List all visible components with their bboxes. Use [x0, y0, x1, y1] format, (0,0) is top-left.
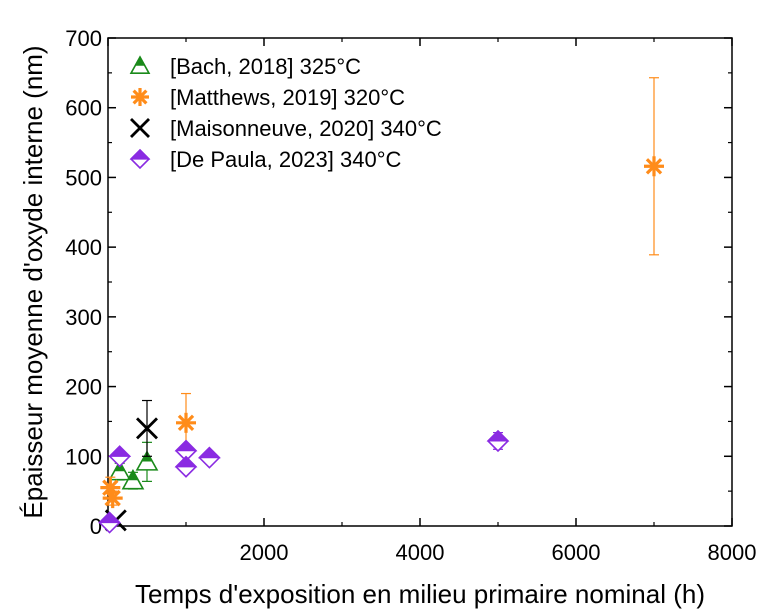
x-tick-label: 2000: [240, 540, 289, 565]
legend-marker: [129, 148, 151, 170]
x-axis-title: Temps d'exposition en milieu primaire no…: [135, 579, 705, 609]
legend-marker: [131, 88, 149, 106]
x-tick-label: 6000: [552, 540, 601, 565]
legend: [Bach, 2018] 325°C [Matthews, 2019] 320°C…: [129, 54, 442, 172]
data-point: [174, 455, 198, 478]
y-tick-label: 100: [65, 444, 102, 469]
series-3: [98, 429, 510, 534]
data-point: [486, 429, 510, 453]
data-point: [136, 417, 158, 440]
legend-item: [Matthews, 2019] 320°C: [131, 85, 405, 110]
series-1: [100, 77, 664, 509]
plot-frame: [107, 37, 733, 527]
data-point: [176, 412, 196, 433]
y-tick-label: 500: [65, 165, 102, 190]
y-axis-title: Épaisseur moyenne d'oxyde interne (nm): [18, 45, 48, 518]
data-point: [108, 445, 132, 468]
y-tick-label: 0: [90, 514, 102, 539]
x-tick-label: 8000: [708, 540, 757, 565]
legend-item: [De Paula, 2023] 340°C: [129, 147, 402, 172]
legend-item: [Bach, 2018] 325°C: [129, 54, 361, 79]
data-point: [121, 469, 145, 490]
y-tick-label: 700: [65, 26, 102, 51]
data-marks: [98, 77, 664, 534]
legend-item: [Maisonneuve, 2020] 340°C: [130, 116, 442, 141]
data-point: [108, 459, 132, 481]
y-tick-label: 200: [65, 375, 102, 400]
legend-marker: [130, 118, 150, 138]
legend-label: [Maisonneuve, 2020] 340°C: [170, 116, 442, 141]
data-point: [644, 156, 664, 177]
data-point: [102, 488, 123, 509]
y-tick-label: 300: [65, 305, 102, 330]
data-point: [197, 446, 221, 469]
y-tick-label: 600: [65, 96, 102, 121]
axis-ticks: 0 100 200 300 400 500 600 700 2000 4000 6000 8000: [65, 26, 756, 565]
legend-label: [De Paula, 2023] 340°C: [170, 147, 402, 172]
legend-label: [Bach, 2018] 325°C: [170, 54, 361, 79]
legend-marker: [129, 55, 151, 74]
legend-label: [Matthews, 2019] 320°C: [170, 85, 405, 110]
x-tick-label: 4000: [396, 540, 445, 565]
data-point: [98, 511, 122, 534]
y-tick-label: 400: [65, 235, 102, 260]
